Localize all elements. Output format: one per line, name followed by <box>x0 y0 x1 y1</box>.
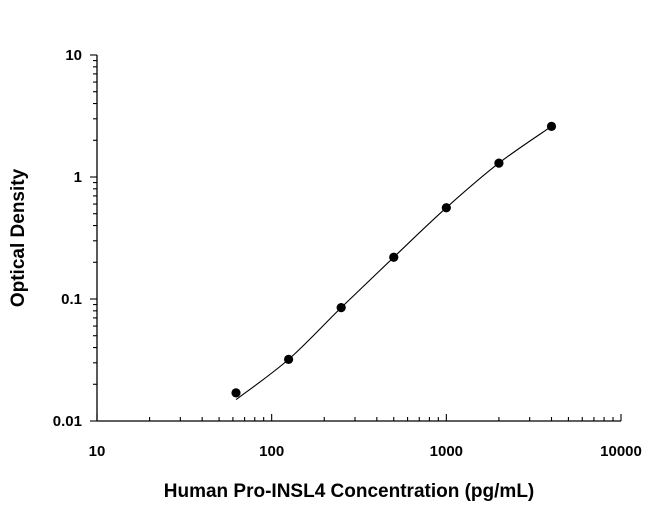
fit-curve <box>235 125 552 401</box>
axis-ticks <box>90 54 622 422</box>
y-axis-title: Optical Density <box>8 168 29 307</box>
y-tick-label: 0.1 <box>61 291 82 308</box>
data-point <box>441 203 451 213</box>
data-point <box>546 121 557 131</box>
data-points <box>231 121 557 398</box>
x-tick-label: 10000 <box>600 443 642 460</box>
axis-tick-labels: 10 100 1000 10000 0.01 0.1 1 10 <box>53 47 642 460</box>
data-point <box>389 252 399 262</box>
x-tick-label: 10 <box>89 443 106 460</box>
data-point <box>283 354 294 364</box>
y-tick-label: 1 <box>74 169 82 186</box>
x-axis-title: Human Pro-INSL4 Concentration (pg/mL) <box>164 481 535 502</box>
data-point <box>231 388 241 398</box>
data-point <box>494 158 504 168</box>
y-tick-label: 0.01 <box>53 413 82 430</box>
data-point <box>336 303 346 313</box>
y-tick-label: 10 <box>65 47 82 64</box>
x-tick-label: 1000 <box>430 443 463 460</box>
axes <box>96 55 621 422</box>
x-tick-label: 100 <box>259 443 284 460</box>
